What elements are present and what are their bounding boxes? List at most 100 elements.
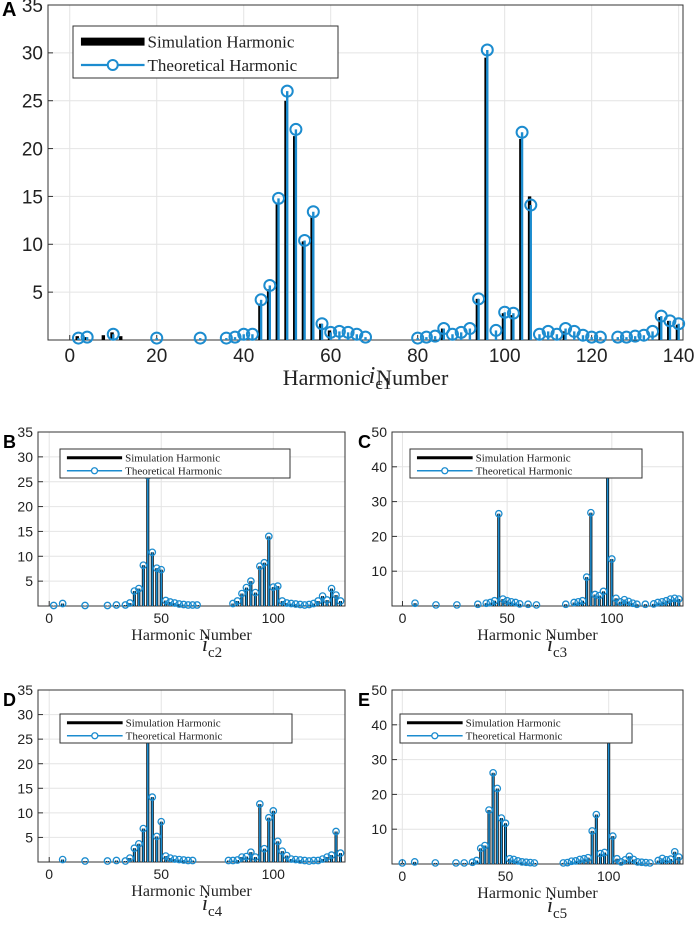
theoretical-marker xyxy=(473,600,482,609)
theoretical-marker xyxy=(672,317,686,331)
x-tick-label: 100 xyxy=(600,610,624,626)
theoretical-marker xyxy=(445,327,459,341)
theoretical-marker xyxy=(588,827,597,835)
theoretical-marker xyxy=(624,597,633,606)
theoretical-marker xyxy=(193,601,201,609)
theoretical-marker xyxy=(305,600,313,609)
theoretical-marker xyxy=(587,508,595,517)
panel-label: E xyxy=(358,690,370,710)
legend-label-simulation: Simulation Harmonic xyxy=(148,33,295,52)
theoretical-marker xyxy=(460,859,469,867)
theoretical-marker xyxy=(58,855,67,864)
theoretical-marker xyxy=(616,597,625,606)
theoretical-marker xyxy=(593,330,607,344)
legend-box xyxy=(399,713,633,744)
theoretical-marker xyxy=(575,855,584,864)
legend-theoretical-marker xyxy=(431,732,439,740)
x-tick-label: 0 xyxy=(64,346,75,367)
legend-label-simulation: Simulation Harmonic xyxy=(126,718,221,730)
x-tick-label: 140 xyxy=(663,346,695,367)
legend-theoretical-marker xyxy=(91,732,99,740)
theoretical-marker xyxy=(480,43,494,57)
theoretical-marker xyxy=(58,599,67,608)
y-tick-label: 15 xyxy=(22,187,43,208)
theoretical-marker xyxy=(633,600,641,609)
theoretical-marker xyxy=(410,858,419,866)
panel-label: B xyxy=(3,432,16,452)
panel-label: C xyxy=(358,432,371,452)
theoretical-marker xyxy=(291,600,300,608)
chart-panel-b: B 0 50 100 5 10 15 20 25 30 35 Simulation HarmonicT… xyxy=(3,424,346,661)
theoretical-marker xyxy=(245,327,259,341)
theoretical-marker xyxy=(278,847,287,856)
legend-label-theoretical: Theoretical Harmonic xyxy=(148,56,298,75)
x-tick-label: 100 xyxy=(262,610,286,626)
legend-theoretical-marker xyxy=(90,467,99,475)
x-tick-label: 60 xyxy=(320,346,341,367)
theoretical-marker xyxy=(49,601,58,610)
theoretical-marker xyxy=(332,324,346,338)
theoretical-marker xyxy=(81,857,89,865)
theoretical-marker xyxy=(148,548,157,557)
theoretical-marker xyxy=(561,600,570,609)
theoretical-marker xyxy=(228,330,242,344)
theoretical-marker xyxy=(134,584,143,593)
x-tick-label: 20 xyxy=(146,346,167,367)
theoretical-marker xyxy=(501,819,510,828)
theoretical-marker xyxy=(170,855,179,863)
y-tick-label: 20 xyxy=(22,139,43,160)
legend-label-simulation: Simulation Harmonic xyxy=(125,453,220,465)
y-tick-label: 25 xyxy=(17,474,33,490)
chart-panel-c: C 0 50 100 10 20 30 40 50 Simulation HarmonicTheo… xyxy=(358,424,684,661)
theoretical-marker xyxy=(503,596,511,605)
x-tick-label: 100 xyxy=(597,868,621,884)
theoretical-marker xyxy=(71,331,85,345)
theoretical-marker xyxy=(398,859,407,867)
theoretical-marker xyxy=(323,853,331,861)
theoretical-marker xyxy=(80,330,94,344)
theoretical-marker xyxy=(514,857,522,865)
theoretical-marker xyxy=(81,601,89,610)
theoretical-marker xyxy=(498,305,512,319)
theoretical-marker xyxy=(237,327,251,341)
theoretical-marker xyxy=(289,122,303,136)
theoretical-marker xyxy=(463,322,477,336)
panel-caption: ic4 xyxy=(202,890,223,920)
theoretical-marker xyxy=(121,601,130,609)
legend-label-simulation: Simulation Harmonic xyxy=(466,718,561,730)
theoretical-marker xyxy=(532,601,541,609)
theoretical-marker xyxy=(628,329,642,343)
theoretical-marker xyxy=(188,856,197,865)
theoretical-marker xyxy=(541,324,555,338)
theoretical-marker xyxy=(666,855,675,863)
y-tick-label: 10 xyxy=(17,548,33,564)
theoretical-marker xyxy=(507,597,516,606)
x-tick-label: 100 xyxy=(262,866,286,882)
theoretical-marker xyxy=(264,532,273,541)
y-tick-label: 10 xyxy=(371,821,387,837)
theoretical-marker xyxy=(494,509,503,518)
theoretical-marker xyxy=(247,577,255,585)
theoretical-marker xyxy=(341,325,355,339)
y-tick-label: 30 xyxy=(371,752,387,768)
theoretical-marker xyxy=(242,852,251,861)
y-tick-label: 40 xyxy=(371,459,387,475)
panel-label: D xyxy=(3,690,16,710)
theoretical-marker xyxy=(489,768,497,777)
theoretical-marker xyxy=(411,331,425,345)
theoretical-marker xyxy=(585,330,599,344)
theoretical-marker xyxy=(103,857,112,865)
theoretical-marker xyxy=(126,854,134,862)
theoretical-marker xyxy=(482,599,491,608)
legend-label-theoretical: Theoretical Harmonic xyxy=(125,466,222,478)
x-axis-label: Harmonic Number xyxy=(283,365,449,390)
theoretical-marker xyxy=(157,817,166,826)
theoretical-marker xyxy=(472,292,486,306)
x-axis-label: Harmonic Number xyxy=(131,627,252,644)
theoretical-marker xyxy=(282,599,291,607)
theoretical-marker xyxy=(674,595,683,603)
theoretical-marker xyxy=(419,330,433,344)
theoretical-marker xyxy=(524,198,538,212)
theoretical-marker xyxy=(315,317,329,331)
theoretical-marker xyxy=(242,583,251,592)
